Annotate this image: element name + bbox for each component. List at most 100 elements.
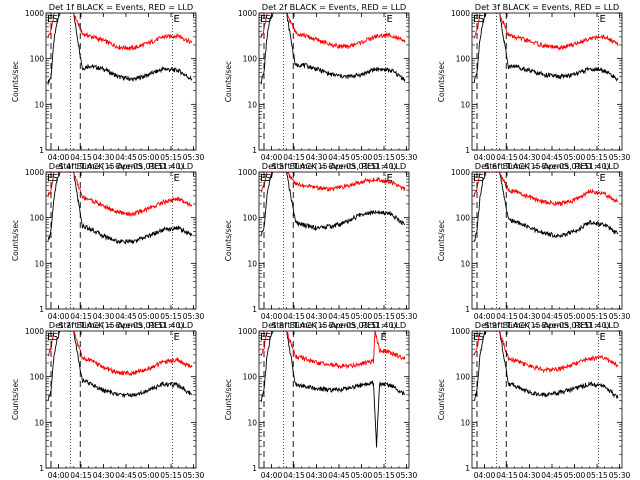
x-axis-label: Start Time (15-Apr-05 03:51:40) [59, 321, 184, 330]
event-marker-label: S [52, 173, 58, 184]
event-marker-label: E [174, 173, 180, 184]
plot-area [473, 331, 619, 401]
y-tick-label: 1000 [25, 168, 44, 177]
event-marker-label: E [381, 332, 387, 343]
x-tick-label: 04:45 [115, 471, 137, 480]
y-tick-label: 100 [243, 214, 258, 223]
x-tick-label: 05:00 [138, 153, 160, 162]
x-tick-label: 05:15 [160, 471, 182, 480]
series-line [473, 13, 619, 83]
x-tick-label: 04:30 [519, 153, 541, 162]
y-tick-label: 10 [247, 100, 257, 109]
event-marker-label: S [478, 173, 484, 184]
y-tick-label: 1000 [25, 327, 44, 336]
series-line [474, 331, 619, 374]
plot-frame [45, 12, 197, 151]
event-marker-label: E [174, 14, 180, 25]
x-tick-label: 04:15 [70, 471, 92, 480]
y-tick-label: 1000 [238, 327, 257, 336]
plot-area [47, 172, 193, 245]
event-marker-label: E [600, 332, 606, 343]
chart-title: Det 7f BLACK = Events, RED = LLD [49, 320, 193, 330]
y-tick-label: 100 [30, 373, 45, 382]
plot-frame [471, 330, 623, 469]
y-tick-label: 1 [39, 146, 44, 155]
y-tick-label: 100 [456, 373, 471, 382]
y-tick-label: 10 [34, 259, 44, 268]
event-marker-label: E [47, 332, 53, 343]
plot-frame [258, 12, 410, 151]
chart-title: Det 8f BLACK = Events, RED = LLD [262, 320, 406, 330]
event-marker-label: E [387, 14, 393, 25]
x-tick-label: 04:00 [261, 312, 283, 321]
y-tick-label: 10 [460, 259, 470, 268]
x-tick-label: 04:30 [306, 471, 328, 480]
x-tick-label: 05:30 [609, 153, 631, 162]
event-marker-label: E [260, 14, 266, 25]
x-tick-label: 04:45 [115, 312, 137, 321]
event-marker-label: E [387, 173, 393, 184]
x-tick-label: 04:00 [474, 153, 496, 162]
x-tick-label: 04:00 [48, 153, 70, 162]
series-line [473, 172, 619, 207]
event-marker-label: E [260, 173, 266, 184]
event-marker-label: E [260, 332, 266, 343]
x-tick-label: 05:00 [564, 153, 586, 162]
x-tick-label: 04:15 [496, 153, 518, 162]
x-tick-label: 05:15 [586, 153, 608, 162]
event-marker-label: S [52, 332, 58, 343]
series-line [260, 13, 406, 49]
event-marker-label: E [600, 173, 606, 184]
x-tick-label: 05:30 [183, 153, 205, 162]
x-tick-label: 04:00 [261, 153, 283, 162]
x-tick-label: 04:30 [93, 153, 115, 162]
x-tick-label: 05:15 [160, 153, 182, 162]
x-tick-label: 05:00 [351, 312, 373, 321]
x-tick-label: 05:30 [396, 153, 418, 162]
x-tick-label: 05:30 [183, 471, 205, 480]
y-tick-label: 1000 [238, 9, 257, 18]
y-tick-label: 10 [34, 100, 44, 109]
x-tick-label: 04:45 [541, 312, 563, 321]
series-line [47, 13, 193, 52]
series-line [473, 172, 619, 242]
x-tick-label: 05:00 [564, 312, 586, 321]
x-tick-label: 05:00 [351, 153, 373, 162]
y-tick-label: 1000 [451, 9, 470, 18]
y-axis-label: Counts/sec [224, 220, 233, 261]
event-marker-label: E [473, 14, 479, 25]
plot-area [47, 13, 193, 85]
x-tick-label: 05:30 [183, 312, 205, 321]
plot-frame [258, 171, 410, 310]
x-tick-label: 04:30 [93, 312, 115, 321]
y-tick-label: 10 [460, 100, 470, 109]
x-tick-label: 05:00 [138, 312, 160, 321]
series-line [260, 13, 406, 85]
y-axis-label: Counts/sec [11, 220, 20, 261]
y-axis-label: Counts/sec [437, 61, 446, 102]
y-tick-label: 1000 [451, 168, 470, 177]
y-tick-label: 100 [243, 55, 258, 64]
chart-title: Det 2f BLACK = Events, RED = LLD [262, 2, 406, 12]
x-tick-label: 05:00 [564, 471, 586, 480]
chart-title: Det 6f BLACK = Events, RED = LLD [475, 161, 619, 171]
chart-title: Det 1f BLACK = Events, RED = LLD [49, 2, 193, 12]
x-tick-label: 05:00 [351, 471, 373, 480]
y-tick-label: 100 [456, 55, 471, 64]
plot-frame [258, 330, 410, 469]
x-tick-label: 04:00 [261, 471, 283, 480]
x-tick-label: 05:15 [586, 312, 608, 321]
x-tick-label: 04:30 [306, 312, 328, 321]
x-tick-label: 05:00 [138, 471, 160, 480]
plot-area [47, 331, 193, 401]
x-tick-label: 04:30 [306, 153, 328, 162]
x-axis-label: Start Time (15-Apr-05 03:51:40) [485, 162, 610, 171]
x-axis-label: Start Time (15-Apr-05 03:51:40) [59, 162, 184, 171]
y-tick-label: 1 [465, 305, 470, 314]
y-tick-label: 10 [247, 418, 257, 427]
series-line [473, 13, 619, 51]
